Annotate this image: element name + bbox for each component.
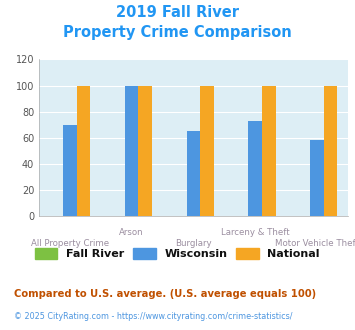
- Text: Larceny & Theft: Larceny & Theft: [221, 228, 290, 237]
- Legend: Fall River, Wisconsin, National: Fall River, Wisconsin, National: [31, 244, 324, 263]
- Text: Property Crime Comparison: Property Crime Comparison: [63, 25, 292, 40]
- Text: © 2025 CityRating.com - https://www.cityrating.com/crime-statistics/: © 2025 CityRating.com - https://www.city…: [14, 312, 293, 321]
- Bar: [262, 85, 275, 216]
- Bar: [324, 85, 337, 216]
- Text: 2019 Fall River: 2019 Fall River: [116, 5, 239, 20]
- Bar: [138, 85, 152, 216]
- Bar: [248, 121, 262, 216]
- Bar: [200, 85, 214, 216]
- Bar: [125, 85, 138, 216]
- Bar: [77, 85, 90, 216]
- Bar: [310, 140, 324, 216]
- Text: Compared to U.S. average. (U.S. average equals 100): Compared to U.S. average. (U.S. average …: [14, 289, 316, 299]
- Bar: [187, 131, 200, 216]
- Bar: [63, 125, 77, 216]
- Text: Burglary: Burglary: [175, 239, 212, 248]
- Text: Arson: Arson: [119, 228, 144, 237]
- Text: All Property Crime: All Property Crime: [31, 239, 109, 248]
- Text: Motor Vehicle Theft: Motor Vehicle Theft: [275, 239, 355, 248]
